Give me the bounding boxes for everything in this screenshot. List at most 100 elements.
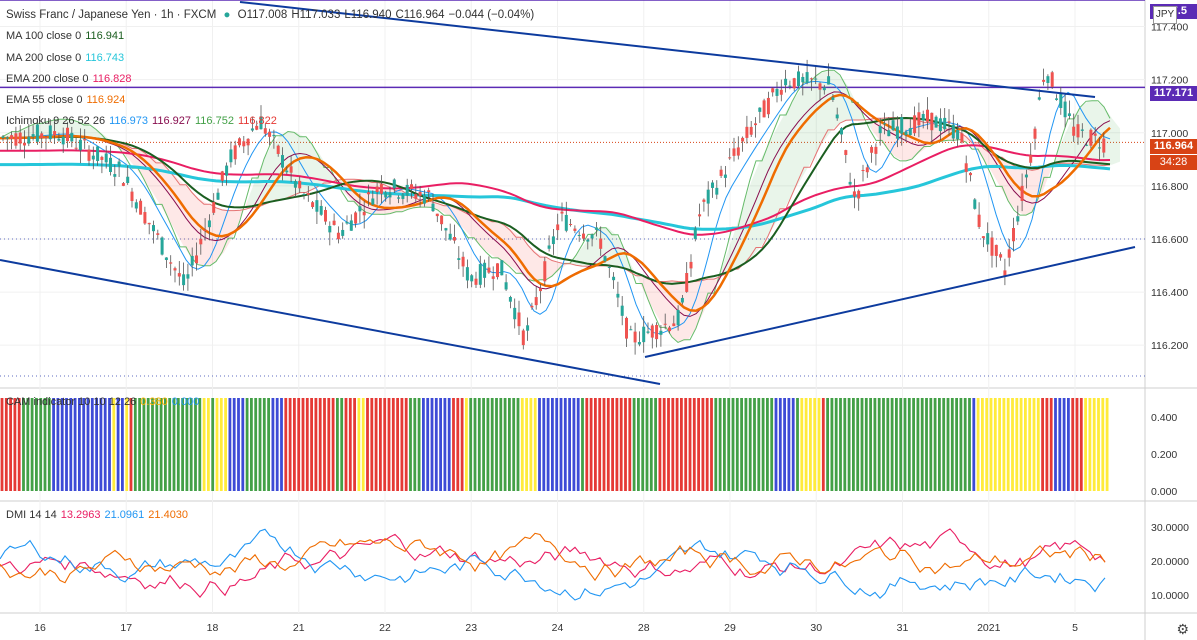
candle-body bbox=[147, 222, 151, 225]
candle-body bbox=[448, 233, 452, 240]
candle-body bbox=[891, 120, 895, 131]
candle-body bbox=[723, 174, 727, 178]
candle-body bbox=[676, 309, 680, 326]
candle-body bbox=[689, 261, 693, 269]
candle-body bbox=[956, 129, 960, 140]
candle-body bbox=[164, 257, 168, 260]
ichimoku-cloud-segment bbox=[72, 119, 80, 138]
cam-bar bbox=[938, 398, 941, 491]
cam-bar bbox=[293, 398, 296, 491]
cam-bar bbox=[705, 398, 709, 491]
dmi-legend[interactable]: DMI 14 14 13.2963 21.0961 21.4030 bbox=[6, 509, 192, 522]
cam-bar bbox=[602, 398, 606, 491]
ichimoku-conversion: 116.973 bbox=[109, 115, 149, 127]
ichimoku-cloud-segment bbox=[904, 117, 912, 161]
candle-body bbox=[298, 180, 302, 189]
candle-body bbox=[994, 244, 998, 256]
candle-body bbox=[427, 190, 431, 193]
candle-body bbox=[367, 192, 370, 195]
cam-legend[interactable]: CAM indicator 10 10 12 26 0.380 0.000 bbox=[6, 396, 203, 409]
candle-body bbox=[14, 133, 18, 146]
ichimoku-cloud-segment bbox=[648, 279, 656, 315]
candle-body bbox=[23, 142, 26, 146]
cam-bar bbox=[697, 398, 700, 491]
ichimoku-cloud-segment bbox=[1112, 118, 1120, 165]
cam-bar bbox=[383, 398, 387, 491]
cam-bar bbox=[275, 398, 279, 491]
settings-gear-icon[interactable]: ⚙ bbox=[1176, 621, 1189, 637]
cam-bar bbox=[727, 398, 731, 491]
candle-body bbox=[504, 282, 508, 290]
ema55-legend[interactable]: EMA 55 close 0 116.924 bbox=[6, 94, 129, 107]
ohlc-low: L116.940 bbox=[344, 9, 392, 21]
ema200-legend[interactable]: EMA 200 close 0 116.828 bbox=[6, 73, 136, 86]
ichimoku-legend[interactable]: Ichimoku 9 26 52 26 116.973 116.927 116.752… bbox=[6, 115, 281, 128]
candle-body bbox=[1046, 76, 1050, 84]
cam-bar bbox=[839, 398, 842, 491]
ohlc-high: H117.033 bbox=[291, 9, 341, 21]
price-tag-countdown: 34:28 bbox=[1150, 155, 1197, 170]
cam-bar bbox=[641, 398, 645, 491]
cam-bar bbox=[675, 398, 679, 491]
cam-bar bbox=[1062, 398, 1066, 491]
cam-bar bbox=[108, 398, 111, 491]
cam-bar bbox=[826, 398, 829, 491]
price-tag-level-line: 117.171 bbox=[1150, 86, 1197, 101]
candle-body bbox=[410, 184, 413, 189]
candle-body bbox=[332, 220, 336, 225]
cam-bar bbox=[361, 398, 365, 491]
candle-body bbox=[827, 76, 831, 85]
candle-body bbox=[1, 136, 5, 139]
candle-body bbox=[401, 194, 405, 199]
candle-body bbox=[698, 214, 702, 217]
candle-body bbox=[186, 274, 190, 279]
candle-body bbox=[612, 276, 616, 281]
cam-bar bbox=[155, 398, 159, 491]
ma100-legend[interactable]: MA 100 close 0 116.941 bbox=[6, 30, 128, 43]
currency-button[interactable]: JPY bbox=[1153, 6, 1177, 24]
ichimoku-cloud-segment bbox=[56, 119, 64, 138]
ma200-line bbox=[0, 162, 1111, 231]
cam-bar bbox=[520, 398, 524, 491]
ichimoku-cloud-segment bbox=[792, 90, 800, 195]
candle-body bbox=[719, 169, 723, 176]
ma200-legend[interactable]: MA 200 close 0 116.743 bbox=[6, 52, 128, 65]
candle-body bbox=[345, 221, 349, 224]
candle-body bbox=[302, 193, 306, 195]
candle-body bbox=[126, 176, 130, 183]
candle-body bbox=[341, 229, 345, 236]
candle-body bbox=[40, 133, 44, 138]
cam-bar bbox=[129, 398, 133, 491]
candle-body bbox=[642, 326, 646, 343]
candle-body bbox=[883, 123, 886, 125]
candle-body bbox=[315, 200, 319, 212]
time-tick-label: 31 bbox=[897, 622, 909, 634]
candle-body bbox=[384, 192, 388, 198]
cam-bar bbox=[452, 398, 455, 491]
candle-body bbox=[805, 72, 809, 83]
candle-body bbox=[586, 239, 590, 242]
candle-body bbox=[1033, 128, 1037, 139]
cam-bar bbox=[52, 398, 55, 491]
cam-bar bbox=[30, 398, 34, 491]
candle-body bbox=[27, 136, 31, 144]
candle-body bbox=[306, 193, 310, 195]
ema55-label: EMA 55 close 0 bbox=[6, 94, 83, 106]
trendline-lower-right bbox=[644, 246, 1136, 358]
candle-body bbox=[388, 193, 392, 198]
cam-bar bbox=[456, 398, 460, 491]
cam-bar bbox=[989, 398, 993, 491]
candle-body bbox=[83, 138, 87, 141]
candle-body bbox=[762, 100, 766, 118]
cam-bar bbox=[632, 398, 636, 491]
cam-bar bbox=[680, 398, 683, 491]
cam-bar bbox=[1019, 398, 1023, 491]
cam-bar bbox=[116, 398, 120, 491]
candle-body bbox=[822, 87, 826, 91]
candle-body bbox=[422, 195, 426, 204]
candle-body bbox=[478, 264, 482, 285]
time-tick-label: 17 bbox=[120, 622, 132, 634]
candle-body bbox=[177, 273, 181, 277]
candle-body bbox=[1007, 249, 1011, 258]
